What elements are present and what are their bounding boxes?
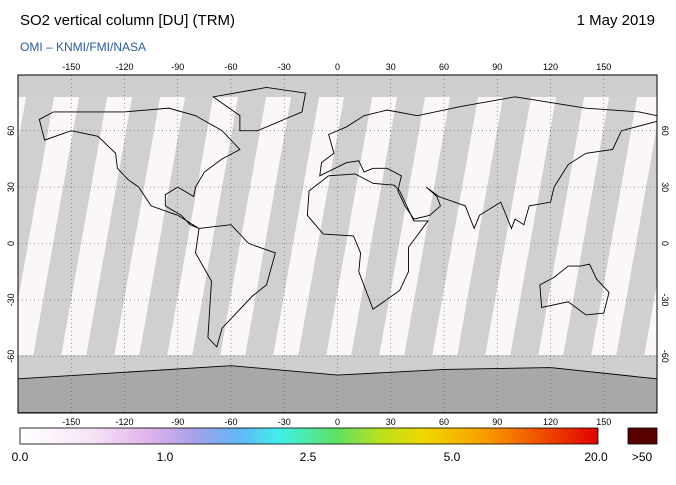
colorbar-label: 20.0 [584,450,608,464]
colorbar-label: 2.5 [300,450,317,464]
lat-tick-label: 0 [6,241,16,246]
swath [76,75,164,413]
swath [129,75,217,413]
lat-tick-label: 30 [6,182,16,192]
lat-tick-label: -60 [660,350,670,363]
colorbar-label: 0.0 [12,450,29,464]
lon-tick-label: 150 [596,62,611,72]
coastlines [18,87,657,413]
lat-tick-label: 60 [6,126,16,136]
colorbar-label: 5.0 [444,450,461,464]
swath [0,75,5,413]
lat-tick-label: -30 [6,293,16,306]
lon-tick-label: -150 [62,62,80,72]
swath [18,75,58,301]
title: SO2 vertical column [DU] (TRM) [20,12,235,29]
swath [235,75,323,413]
swath [394,75,482,413]
lon-tick-label: 30 [386,417,396,427]
coastline [195,224,276,348]
colorbar-overflow [627,427,658,445]
lon-tick-label: 90 [492,62,502,72]
colorbar-label: 1.0 [157,450,174,464]
swath [341,75,429,413]
lon-tick-label: -60 [224,417,237,427]
lon-tick-label: -90 [171,417,184,427]
polar-north [18,75,657,97]
lat-tick-label: -30 [660,293,670,306]
lon-tick-label: 0 [335,62,340,72]
swath [500,75,588,413]
lat-tick-label: -60 [6,350,16,363]
lon-tick-label: -30 [278,417,291,427]
coastline [38,107,241,229]
lon-tick-label: 120 [543,62,558,72]
map-frame [17,74,658,414]
lon-tick-label: -120 [115,62,133,72]
coastline [319,96,657,230]
date: 1 May 2019 [577,12,655,29]
lon-tick-label: 30 [386,62,396,72]
coastline [212,87,307,132]
coastline [539,263,610,316]
colorbar [19,427,599,445]
lat-tick-label: 60 [660,126,670,136]
swath [288,75,376,413]
lon-tick-label: 150 [596,417,611,427]
lon-tick-label: -120 [115,417,133,427]
lon-tick-label: 0 [335,417,340,427]
lon-tick-label: 90 [492,417,502,427]
swath [606,125,657,413]
lon-tick-label: -60 [224,62,237,72]
labels: -150 -150 -120 -120 -90 -90 -60 -60 -30 -30 0 0 30 30… [6,62,670,464]
coastline [306,173,429,311]
lon-tick-label: 60 [439,417,449,427]
swaths [0,75,657,413]
swath [553,75,641,413]
graticule [18,75,657,413]
lon-tick-label: 60 [439,62,449,72]
swath [23,75,111,413]
swath [182,75,270,413]
lon-tick-label: 120 [543,417,558,427]
lat-tick-label: 30 [660,182,670,192]
subtitle: OMI – KNMI/FMI/NASA [20,40,146,54]
lon-tick-label: -90 [171,62,184,72]
lat-tick-label: 0 [660,241,670,246]
lon-tick-label: -30 [278,62,291,72]
map [0,75,657,413]
lon-tick-label: -150 [62,417,80,427]
colorbar-label: >50 [632,450,653,464]
swath [447,75,535,413]
